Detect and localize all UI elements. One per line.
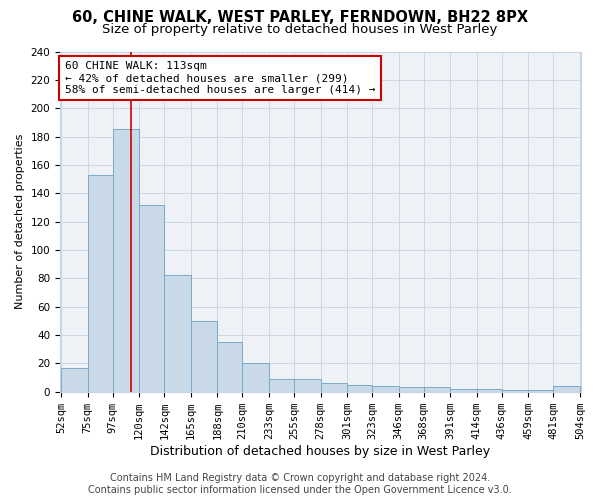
Bar bbox=[217, 342, 242, 392]
Bar bbox=[476, 389, 502, 392]
X-axis label: Distribution of detached houses by size in West Parley: Distribution of detached houses by size … bbox=[151, 444, 491, 458]
Bar bbox=[347, 384, 372, 392]
Bar bbox=[528, 390, 553, 392]
Bar bbox=[553, 386, 580, 392]
Bar bbox=[61, 368, 88, 392]
Bar bbox=[398, 388, 424, 392]
Text: Contains HM Land Registry data © Crown copyright and database right 2024.
Contai: Contains HM Land Registry data © Crown c… bbox=[88, 474, 512, 495]
Bar bbox=[450, 389, 476, 392]
Bar bbox=[424, 388, 450, 392]
Text: 60, CHINE WALK, WEST PARLEY, FERNDOWN, BH22 8PX: 60, CHINE WALK, WEST PARLEY, FERNDOWN, B… bbox=[72, 10, 528, 25]
Bar bbox=[294, 379, 320, 392]
Text: Size of property relative to detached houses in West Parley: Size of property relative to detached ho… bbox=[103, 22, 497, 36]
Bar bbox=[191, 321, 217, 392]
Bar bbox=[164, 276, 191, 392]
Y-axis label: Number of detached properties: Number of detached properties bbox=[15, 134, 25, 310]
Bar bbox=[502, 390, 528, 392]
Bar bbox=[139, 204, 164, 392]
Bar bbox=[269, 379, 294, 392]
Text: 60 CHINE WALK: 113sqm
← 42% of detached houses are smaller (299)
58% of semi-det: 60 CHINE WALK: 113sqm ← 42% of detached … bbox=[65, 62, 375, 94]
Bar bbox=[242, 364, 269, 392]
Bar bbox=[372, 386, 398, 392]
Bar bbox=[320, 383, 347, 392]
Bar bbox=[113, 130, 139, 392]
Bar bbox=[88, 175, 113, 392]
